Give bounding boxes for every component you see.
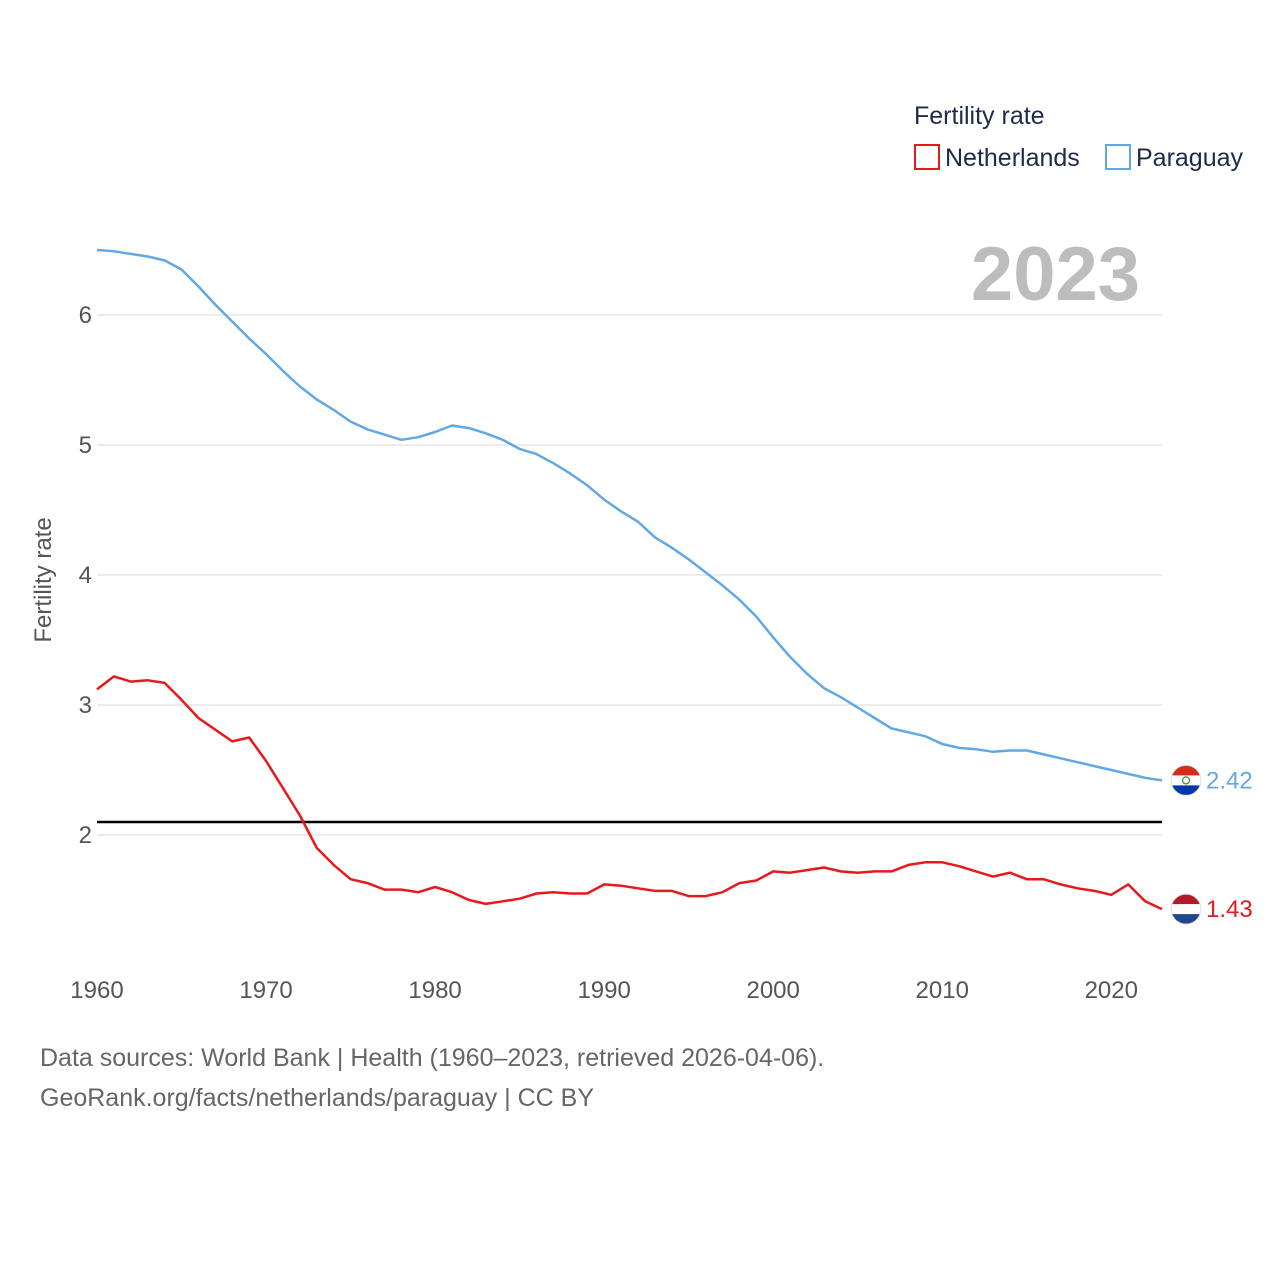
grid-lines bbox=[97, 314, 1162, 836]
x-axis-ticks: 1960 1970 1980 1990 2000 2010 2020 bbox=[70, 977, 1138, 1004]
legend-label-netherlands: Netherlands bbox=[945, 144, 1080, 172]
x-tick-label-1970: 1970 bbox=[239, 977, 292, 1004]
legend-swatch-netherlands bbox=[914, 144, 940, 170]
footer-attribution[interactable]: GeoRank.org/facts/netherlands/paraguay |… bbox=[40, 1084, 595, 1112]
y-axis-ticks: 2 3 4 5 6 bbox=[79, 302, 92, 849]
legend-item-netherlands[interactable]: Netherlands bbox=[914, 144, 1080, 172]
footer-sources: Data sources: World Bank | Health (1960–… bbox=[40, 1044, 825, 1072]
y-tick-label-4: 4 bbox=[79, 562, 92, 589]
series-lines bbox=[96, 248, 1163, 911]
y-axis-title: Fertility rate bbox=[30, 517, 57, 642]
y-tick-label-3: 3 bbox=[79, 692, 92, 719]
flag-netherlands-icon bbox=[1170, 893, 1202, 925]
legend-title: Fertility rate bbox=[914, 102, 1045, 130]
x-tick-label-2020: 2020 bbox=[1085, 977, 1138, 1004]
year-display: 2023 bbox=[971, 232, 1140, 317]
y-tick-label-2: 2 bbox=[79, 822, 92, 849]
x-tick-label-1980: 1980 bbox=[408, 977, 461, 1004]
end-markers: 1.43 2.42 bbox=[1170, 764, 1253, 925]
x-tick-label-2010: 2010 bbox=[916, 977, 969, 1004]
x-tick-label-1960: 1960 bbox=[70, 977, 123, 1004]
legend: Fertility rate Netherlands Paraguay bbox=[914, 102, 1244, 172]
legend-swatch-paraguay bbox=[1105, 144, 1131, 170]
series-line-paraguay bbox=[96, 248, 1163, 782]
end-label-paraguay: 2.42 bbox=[1206, 767, 1253, 794]
x-tick-label-2000: 2000 bbox=[746, 977, 799, 1004]
x-tick-label-1990: 1990 bbox=[577, 977, 630, 1004]
flag-paraguay-icon bbox=[1170, 764, 1202, 796]
y-tick-label-6: 6 bbox=[79, 302, 92, 329]
y-tick-label-5: 5 bbox=[79, 432, 92, 459]
legend-item-paraguay[interactable]: Paraguay bbox=[1105, 144, 1244, 172]
fertility-rate-chart: 2 3 4 5 6 1960 1970 1980 1990 2000 2010 2020 1.43 2… bbox=[30, 102, 1253, 1004]
legend-label-paraguay: Paraguay bbox=[1136, 144, 1244, 172]
series-line-netherlands bbox=[96, 675, 1163, 911]
end-label-netherlands: 1.43 bbox=[1206, 896, 1253, 923]
